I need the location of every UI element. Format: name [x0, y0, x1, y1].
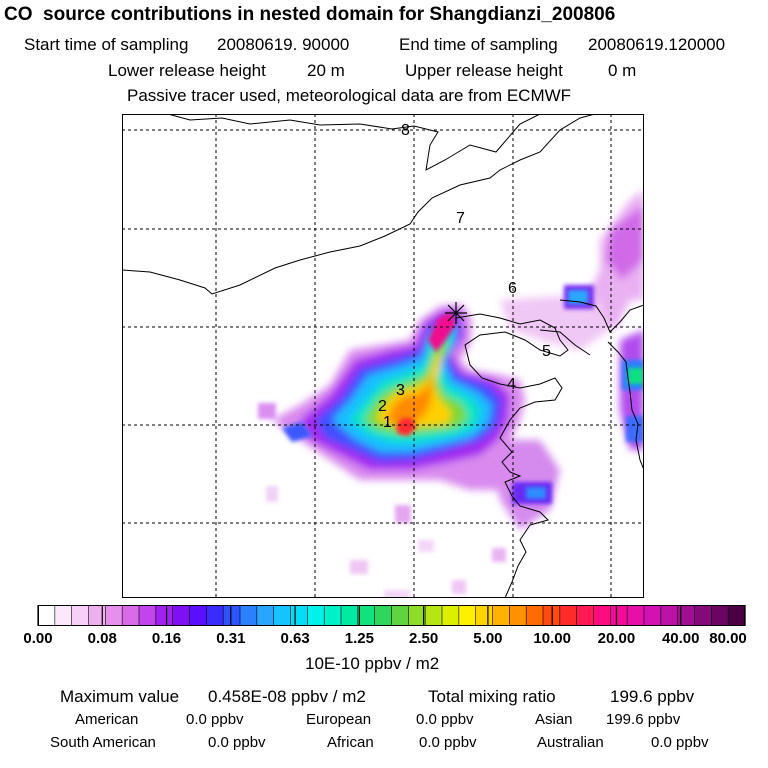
colorbar-tick-label: 80.00 — [709, 630, 747, 647]
colorbar-swatch — [307, 605, 325, 626]
colorbar-swatch — [240, 605, 258, 626]
colorbar-tick-label: 1.25 — [344, 630, 374, 647]
colorbar-swatch — [610, 605, 628, 626]
lower-height-label: Lower release height — [108, 61, 266, 80]
colorbar-swatch — [71, 605, 90, 626]
colorbar-swatch — [458, 605, 477, 626]
region-american-value: 0.0 ppbv — [186, 711, 244, 728]
colorbar-swatch — [122, 605, 140, 626]
colorbar-swatch — [273, 605, 292, 626]
lower-height-value: 20 m — [307, 61, 345, 80]
colorbar-swatch — [223, 605, 241, 626]
tracer-note: Passive tracer used, meteorological data… — [127, 86, 572, 105]
region-asian-value: 199.6 ppbv — [606, 711, 681, 728]
colorbar-swatch — [189, 605, 207, 626]
colorbar — [38, 605, 746, 626]
max-value: 0.458E-08 ppbv / m2 — [208, 687, 366, 706]
colorbar-swatch — [660, 605, 679, 626]
colorbar-swatch — [677, 605, 696, 626]
colorbar-tick-label: 40.00 — [661, 630, 700, 647]
region-asian-label: Asian — [535, 711, 573, 728]
colorbar-tick-label: 10.00 — [533, 630, 571, 647]
colorbar-swatch — [374, 605, 393, 626]
colorbar-swatch — [391, 605, 409, 626]
region-south-american-value: 0.0 ppbv — [208, 734, 266, 751]
colorbar-swatch — [139, 605, 157, 626]
end-time-label: End time of sampling — [399, 35, 558, 54]
colorbar-tick-label: 0.63 — [280, 630, 310, 647]
point-label-8: 8 — [401, 122, 410, 139]
colorbar-swatch — [492, 605, 510, 626]
colorbar-swatch — [694, 605, 712, 626]
start-time-label: Start time of sampling — [24, 35, 189, 54]
point-label-2: 2 — [378, 398, 387, 415]
colorbar-swatch — [341, 605, 359, 626]
colorbar-swatch — [425, 605, 443, 626]
point-label-4: 4 — [507, 376, 516, 393]
start-time-value: 20080619. 90000 — [217, 35, 350, 54]
colorbar-tick-label: 0.00 — [23, 630, 53, 647]
region-european-label: European — [306, 711, 372, 728]
max-value-label: Maximum value — [60, 687, 180, 706]
plot-frame — [122, 114, 644, 598]
end-time-value: 20080619.120000 — [588, 35, 726, 54]
receptor-star-marker — [445, 302, 467, 324]
colorbar-swatch — [54, 605, 73, 626]
colorbar-tick-label: 20.00 — [597, 630, 636, 647]
colorbar-swatch — [728, 605, 746, 626]
colorbar-swatch — [627, 605, 645, 626]
colorbar-swatch — [357, 605, 376, 626]
colorbar-swatch — [711, 605, 729, 626]
region-south-american-label: South American — [50, 734, 156, 751]
gridlines — [122, 114, 644, 598]
chart-title: CO source contributions in nested domain… — [4, 4, 616, 25]
colorbar-ticks — [37, 605, 746, 626]
point-label-6: 6 — [508, 280, 517, 297]
total-mixing-label: Total mixing ratio — [428, 687, 556, 706]
colorbar-tick-label: 0.16 — [151, 630, 182, 647]
colorbar-swatch — [88, 605, 106, 626]
colorbar-swatch — [206, 605, 224, 626]
point-label-1: 1 — [383, 414, 392, 431]
colorbar-units: 10E-10 ppbv / m2 — [305, 654, 440, 673]
point-label-7: 7 — [456, 210, 465, 227]
colorbar-swatch — [593, 605, 611, 626]
region-african-label: African — [327, 734, 374, 751]
colorbar-swatch — [526, 605, 544, 626]
colorbar-swatch — [559, 605, 578, 626]
colorbar-swatch — [38, 605, 56, 626]
upper-height-value: 0 m — [608, 61, 637, 80]
colorbar-tick-label: 2.50 — [409, 630, 439, 647]
colorbar-swatch — [408, 605, 426, 626]
colorbar-swatch — [172, 605, 191, 626]
point-label-3: 3 — [396, 382, 405, 399]
concentration-field — [258, 190, 644, 598]
colorbar-tick-label: 0.08 — [87, 630, 117, 647]
region-american-label: American — [75, 711, 139, 728]
colorbar-swatch — [155, 605, 174, 626]
region-european-value: 0.0 ppbv — [416, 711, 474, 728]
upper-height-label: Upper release height — [405, 61, 563, 80]
region-australian-label: Australian — [537, 734, 604, 751]
colorbar-swatch — [324, 605, 342, 626]
colorbar-swatch — [576, 605, 595, 626]
region-australian-value: 0.0 ppbv — [651, 734, 709, 751]
colorbar-swatch — [509, 605, 527, 626]
colorbar-swatch — [442, 605, 460, 626]
colorbar-swatch — [644, 605, 662, 626]
region-african-value: 0.0 ppbv — [419, 734, 477, 751]
colorbar-swatch — [475, 605, 494, 626]
map-coastlines — [122, 114, 644, 598]
point-label-5: 5 — [542, 343, 551, 360]
colorbar-tick-label: 5.00 — [473, 630, 503, 647]
colorbar-tick-label: 0.31 — [216, 630, 246, 647]
colorbar-swatch — [105, 605, 123, 626]
colorbar-swatch — [290, 605, 308, 626]
total-mixing-value: 199.6 ppbv — [610, 687, 695, 706]
colorbar-swatch — [256, 605, 275, 626]
